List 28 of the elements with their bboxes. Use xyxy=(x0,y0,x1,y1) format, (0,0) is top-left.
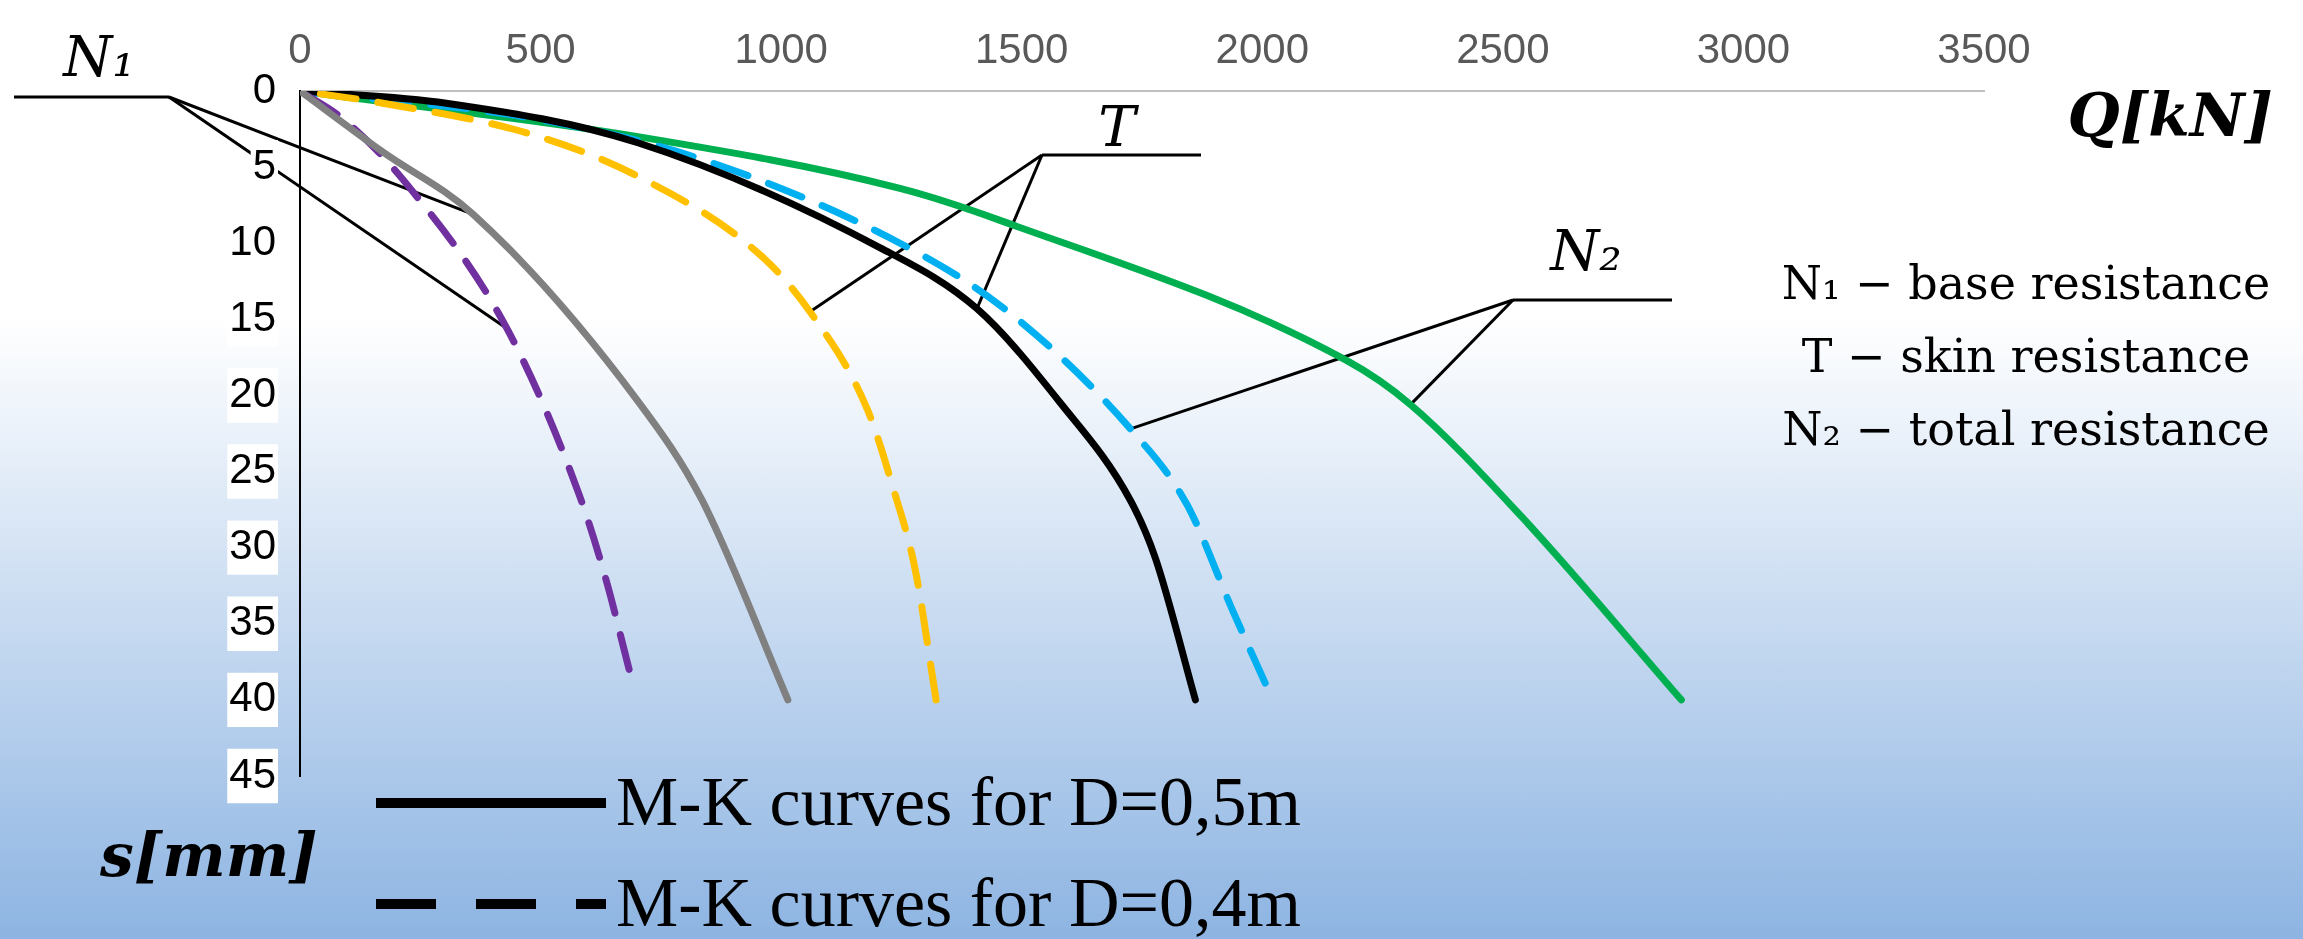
y-tick-label: 20 xyxy=(229,369,276,417)
x-tick-label: 1500 xyxy=(975,25,1069,73)
y-tick-label: 40 xyxy=(229,673,276,721)
y-tick-label: 25 xyxy=(229,445,276,493)
y-tick-label: 45 xyxy=(229,749,276,797)
x-tick-label: 0 xyxy=(288,25,312,73)
x-tick-label: 3500 xyxy=(1937,25,2031,73)
y-tick-label: 10 xyxy=(229,216,276,264)
y-tick-label: 0 xyxy=(252,64,276,112)
annotation: T xyxy=(1098,93,1140,159)
x-tick-label: 2500 xyxy=(1456,25,1550,73)
y-tick-label: 30 xyxy=(229,521,276,569)
annotation: N₁ xyxy=(61,23,135,89)
x-tick-label: 500 xyxy=(505,25,576,73)
y-tick-label: 5 xyxy=(252,140,276,188)
y-tick-label: 35 xyxy=(229,597,276,645)
annotation: M-K curves for D=0,5m xyxy=(616,762,1301,842)
x-tick-label: 2000 xyxy=(1215,25,1309,73)
text: M-K curves for D=0,4m xyxy=(616,863,1301,939)
annotation: N₂ − total resistance xyxy=(1782,401,2270,458)
x-axis-title: Q[kN] xyxy=(2067,80,2273,150)
annotation: N₁ − base resistance xyxy=(1781,255,2271,312)
x-tick-label: 3000 xyxy=(1696,25,1791,73)
annotation: T − skin resistance xyxy=(1801,328,2251,385)
annotation: N₂ xyxy=(1548,217,1622,283)
x-tick-label: 1000 xyxy=(734,25,828,73)
y-tick-label: 15 xyxy=(229,292,276,340)
y-axis-title: s[mm] xyxy=(100,820,318,890)
